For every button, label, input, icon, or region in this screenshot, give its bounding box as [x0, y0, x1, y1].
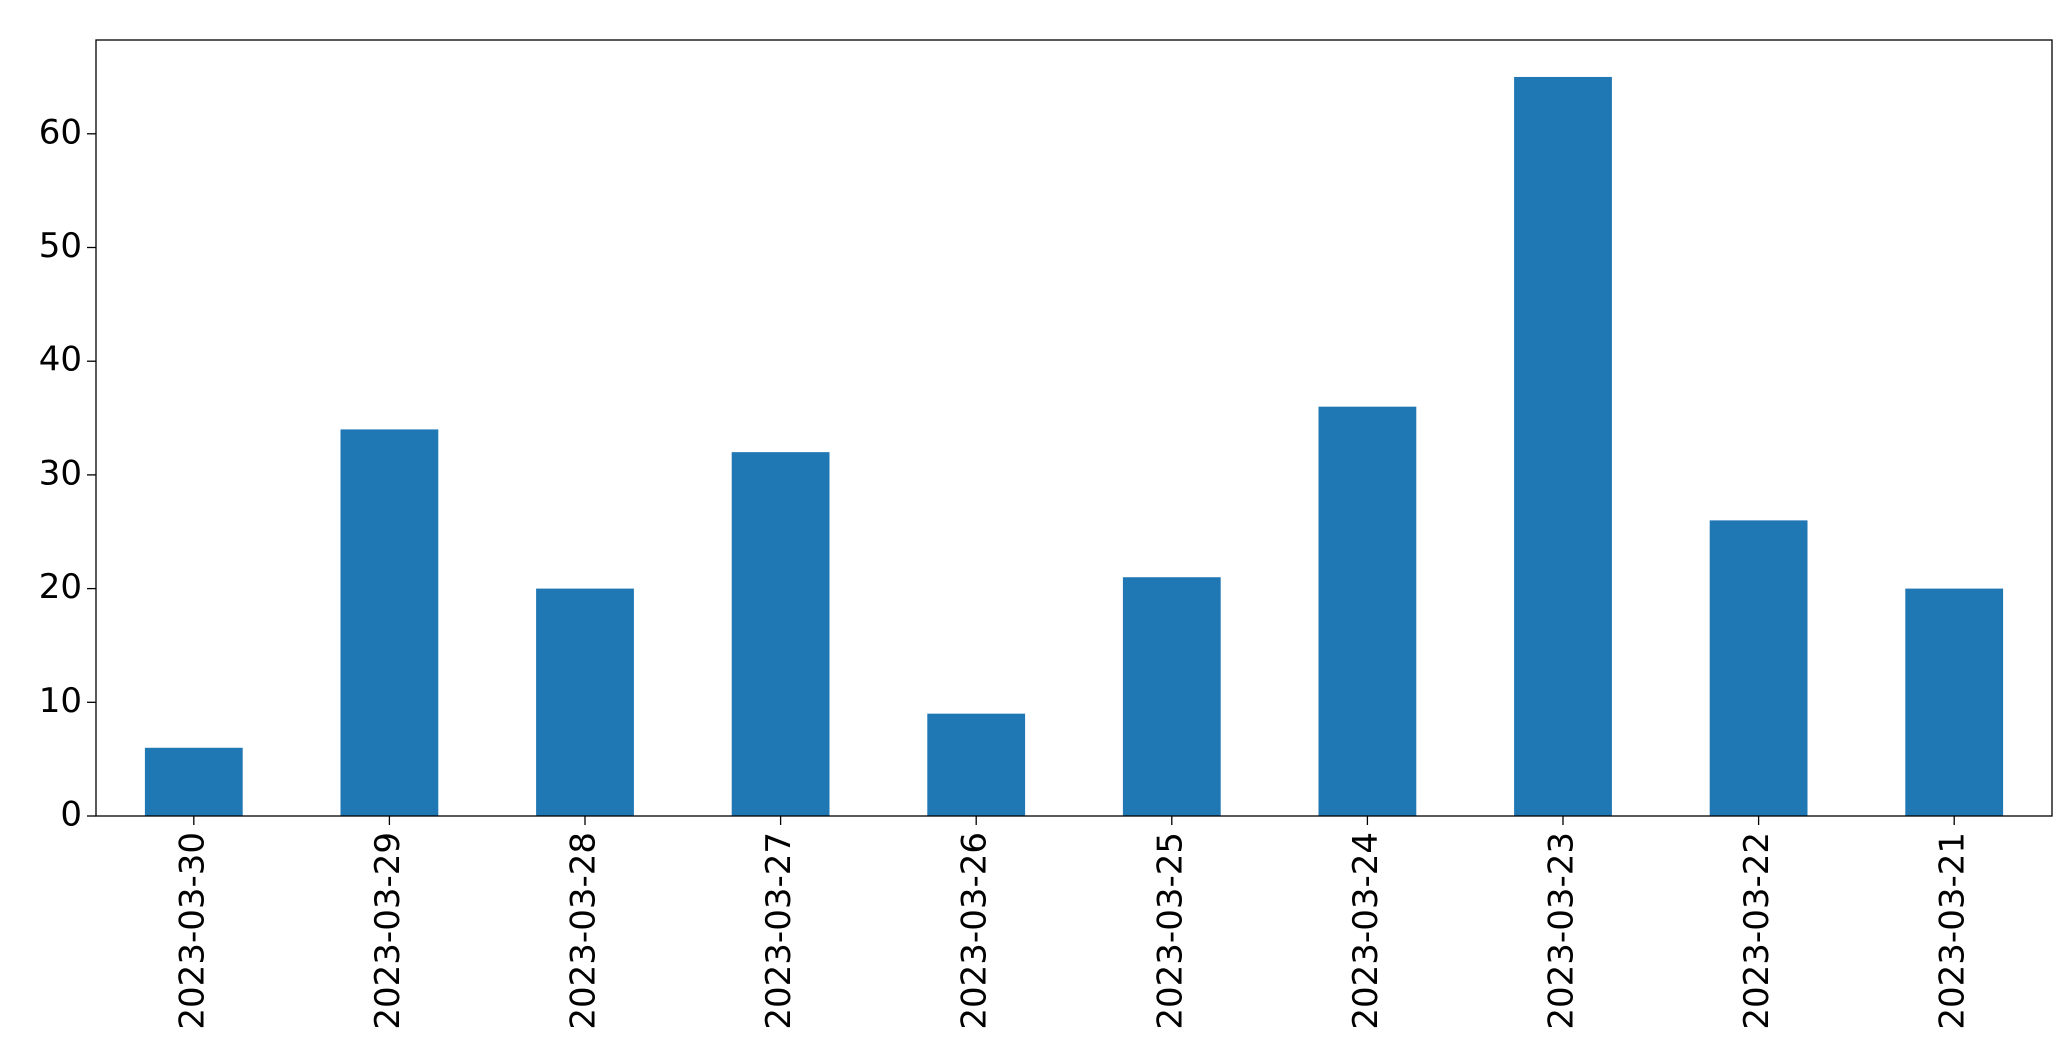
bar: [1318, 406, 1417, 816]
x-tick-label: 2023-03-26: [955, 832, 995, 1030]
bar: [1709, 520, 1808, 816]
x-tick-label: 2023-03-25: [1150, 832, 1190, 1030]
x-tick-label: 2023-03-30: [172, 832, 212, 1030]
y-tick-label: 30: [39, 453, 82, 493]
y-tick-label: 50: [39, 226, 82, 266]
bar: [927, 713, 1026, 816]
bar: [144, 747, 243, 816]
x-tick-label: 2023-03-24: [1346, 832, 1386, 1030]
bar: [731, 452, 830, 816]
x-tick-label: 2023-03-28: [564, 832, 604, 1030]
bar: [1905, 588, 2004, 816]
y-tick-label: 40: [39, 340, 82, 380]
x-tick-label: 2023-03-29: [368, 832, 408, 1030]
x-tick-label: 2023-03-21: [1933, 832, 1973, 1030]
y-tick-label: 0: [60, 795, 82, 835]
y-tick-label: 20: [39, 567, 82, 607]
x-tick-label: 2023-03-23: [1542, 832, 1582, 1030]
y-tick-label: 10: [39, 681, 82, 721]
x-tick-label: 2023-03-27: [759, 832, 799, 1030]
x-tick-label: 2023-03-22: [1737, 832, 1777, 1030]
bar: [536, 588, 634, 816]
bar: [1122, 577, 1221, 816]
y-tick-label: 60: [39, 112, 82, 152]
plot-frame: [95, 39, 2053, 817]
bar: [1514, 76, 1612, 816]
bar: [340, 429, 439, 816]
